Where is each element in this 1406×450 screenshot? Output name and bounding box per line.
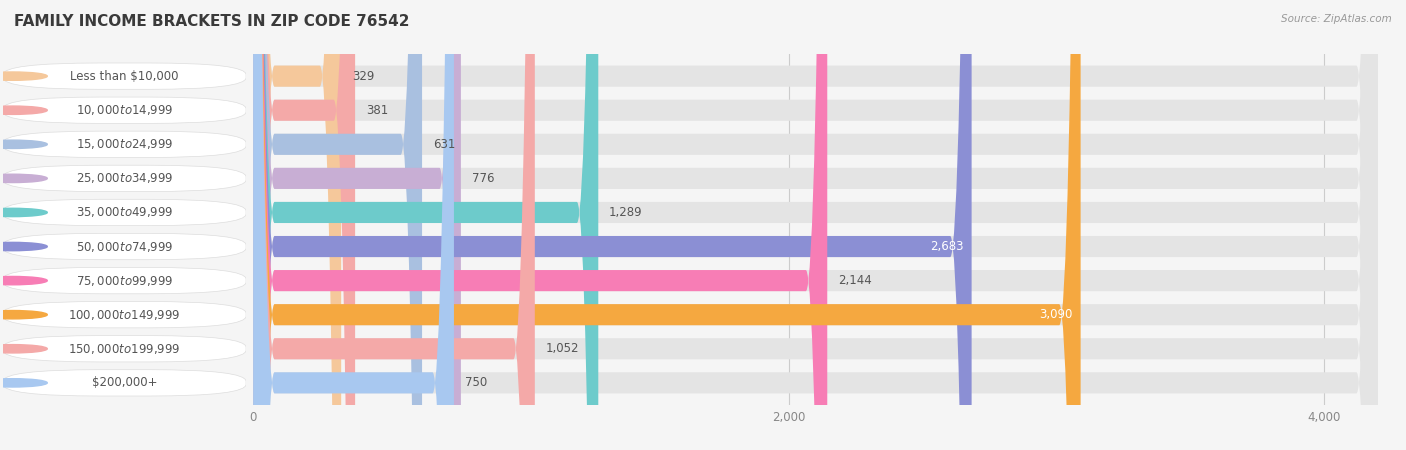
- FancyBboxPatch shape: [3, 234, 246, 260]
- FancyBboxPatch shape: [253, 0, 1081, 450]
- FancyBboxPatch shape: [3, 165, 246, 192]
- Text: 750: 750: [464, 376, 486, 389]
- Circle shape: [0, 208, 48, 216]
- FancyBboxPatch shape: [3, 131, 246, 158]
- Circle shape: [0, 378, 48, 387]
- FancyBboxPatch shape: [3, 267, 246, 294]
- Text: $150,000 to $199,999: $150,000 to $199,999: [69, 342, 180, 356]
- Text: Less than $10,000: Less than $10,000: [70, 70, 179, 83]
- Circle shape: [0, 72, 48, 81]
- Circle shape: [0, 243, 48, 251]
- Text: 329: 329: [352, 70, 374, 83]
- Text: $50,000 to $74,999: $50,000 to $74,999: [76, 239, 173, 253]
- FancyBboxPatch shape: [3, 336, 246, 362]
- FancyBboxPatch shape: [253, 0, 1378, 450]
- Text: $10,000 to $14,999: $10,000 to $14,999: [76, 103, 173, 117]
- Circle shape: [0, 310, 48, 319]
- Circle shape: [0, 174, 48, 183]
- FancyBboxPatch shape: [253, 0, 1378, 450]
- FancyBboxPatch shape: [3, 63, 246, 89]
- Text: $75,000 to $99,999: $75,000 to $99,999: [76, 274, 173, 288]
- Text: 2,683: 2,683: [931, 240, 963, 253]
- FancyBboxPatch shape: [253, 0, 1378, 450]
- Text: 381: 381: [366, 104, 388, 117]
- FancyBboxPatch shape: [253, 0, 1378, 450]
- Text: $200,000+: $200,000+: [91, 376, 157, 389]
- Circle shape: [0, 106, 48, 114]
- Text: $100,000 to $149,999: $100,000 to $149,999: [69, 308, 180, 322]
- Text: 3,090: 3,090: [1039, 308, 1073, 321]
- Text: 776: 776: [471, 172, 494, 185]
- FancyBboxPatch shape: [253, 0, 534, 450]
- FancyBboxPatch shape: [3, 370, 246, 396]
- Text: $15,000 to $24,999: $15,000 to $24,999: [76, 137, 173, 151]
- Text: $25,000 to $34,999: $25,000 to $34,999: [76, 171, 173, 185]
- FancyBboxPatch shape: [253, 0, 1378, 450]
- FancyBboxPatch shape: [253, 0, 342, 450]
- Text: 2,144: 2,144: [838, 274, 872, 287]
- Text: 1,289: 1,289: [609, 206, 643, 219]
- FancyBboxPatch shape: [253, 0, 1378, 450]
- FancyBboxPatch shape: [3, 199, 246, 225]
- Circle shape: [0, 140, 48, 148]
- Text: 1,052: 1,052: [546, 342, 579, 355]
- FancyBboxPatch shape: [253, 0, 827, 450]
- FancyBboxPatch shape: [3, 302, 246, 328]
- FancyBboxPatch shape: [253, 0, 1378, 450]
- FancyBboxPatch shape: [253, 0, 1378, 450]
- FancyBboxPatch shape: [253, 0, 422, 450]
- Circle shape: [0, 345, 48, 353]
- Text: Source: ZipAtlas.com: Source: ZipAtlas.com: [1281, 14, 1392, 23]
- FancyBboxPatch shape: [253, 0, 972, 450]
- FancyBboxPatch shape: [253, 0, 356, 450]
- FancyBboxPatch shape: [253, 0, 1378, 450]
- Text: 631: 631: [433, 138, 456, 151]
- FancyBboxPatch shape: [253, 0, 599, 450]
- Text: FAMILY INCOME BRACKETS IN ZIP CODE 76542: FAMILY INCOME BRACKETS IN ZIP CODE 76542: [14, 14, 409, 28]
- FancyBboxPatch shape: [3, 97, 246, 123]
- FancyBboxPatch shape: [253, 0, 454, 450]
- Text: $35,000 to $49,999: $35,000 to $49,999: [76, 206, 173, 220]
- FancyBboxPatch shape: [253, 0, 1378, 450]
- FancyBboxPatch shape: [253, 0, 461, 450]
- Circle shape: [0, 276, 48, 285]
